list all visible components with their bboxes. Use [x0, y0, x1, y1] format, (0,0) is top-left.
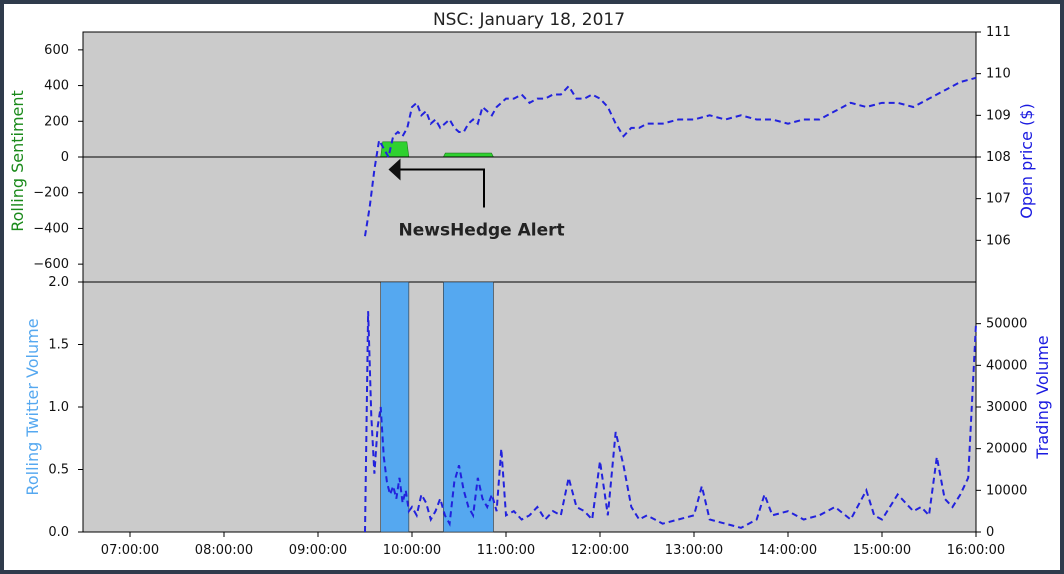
alert-label: NewsHedge Alert	[399, 221, 565, 241]
twitter-tick-label: 1.0	[48, 400, 69, 415]
sentiment-panel: −600 −400 −200 0 200 400 600 106 107 108 109 110 11…	[8, 25, 1036, 283]
rolling-twitter-volume-axis-label: Rolling Twitter Volume	[23, 318, 42, 495]
sentiment-tick-label: 0	[61, 150, 69, 165]
twitter-tick-label: 0.5	[48, 463, 69, 478]
figure-frame: NSC: January 18, 2017 −600 −400 −200 0 200 40…	[4, 4, 1060, 570]
trading-volume-axis-label: Trading Volume	[1033, 335, 1052, 459]
sentiment-tick-label: 400	[44, 79, 69, 94]
price-tick-label: 106	[986, 233, 1011, 248]
price-tick-label: 109	[986, 108, 1011, 123]
price-tick-label: 108	[986, 150, 1011, 165]
time-tick-label: 16:00:00	[947, 543, 1005, 558]
trading-volume-tick-label: 30000	[986, 400, 1027, 415]
time-tick-label: 09:00:00	[289, 543, 347, 558]
chart-title: NSC: January 18, 2017	[433, 10, 625, 30]
time-tick-label: 13:00:00	[665, 543, 723, 558]
price-tick-label: 107	[986, 192, 1011, 207]
time-tick-label: 08:00:00	[195, 543, 253, 558]
alert-arrow-line	[398, 168, 485, 208]
sentiment-tick-label: 600	[44, 43, 69, 58]
sentiment-tick-label: −200	[33, 186, 69, 201]
twitter-volume-bar-2	[443, 281, 494, 533]
open-price-line	[364, 76, 977, 237]
trading-volume-tick-label: 40000	[986, 358, 1027, 373]
newshedge-alert-annotation: NewsHedge Alert	[388, 158, 565, 241]
time-tick-label: 07:00:00	[101, 543, 159, 558]
trading-volume-tick-label: 0	[986, 525, 994, 540]
volume-plot-area	[82, 281, 977, 533]
sentiment-tick-label: 200	[44, 114, 69, 129]
figure-canvas: NSC: January 18, 2017 −600 −400 −200 0 200 40…	[8, 10, 1052, 558]
rolling-sentiment-axis-label: Rolling Sentiment	[8, 90, 27, 232]
time-tick-label: 12:00:00	[571, 543, 629, 558]
trading-volume-tick-label: 20000	[986, 442, 1027, 457]
trading-volume-tick-label: 10000	[986, 483, 1027, 498]
price-tick-label: 110	[986, 67, 1011, 82]
time-tick-label: 14:00:00	[759, 543, 817, 558]
open-price-axis-label: Open price ($)	[1017, 103, 1036, 218]
time-tick-label: 15:00:00	[853, 543, 911, 558]
volume-panel: 0.0 0.5 1.0 1.5 2.0 0 10000 20000 30000 40000 500…	[23, 275, 1052, 558]
alert-arrow-head	[388, 158, 401, 181]
sentiment-tick-label: −600	[33, 257, 69, 272]
time-tick-label: 10:00:00	[383, 543, 441, 558]
sentiment-bar-1	[380, 141, 410, 158]
price-tick-label: 111	[986, 25, 1011, 40]
trading-volume-tick-label: 50000	[986, 317, 1027, 332]
twitter-tick-label: 0.0	[48, 525, 69, 540]
sentiment-tick-label: −400	[33, 221, 69, 236]
twitter-tick-label: 2.0	[48, 275, 69, 290]
sentiment-bar-2	[442, 152, 494, 158]
trading-volume-line	[364, 311, 977, 533]
time-tick-label: 11:00:00	[477, 543, 535, 558]
twitter-tick-label: 1.5	[48, 338, 69, 353]
